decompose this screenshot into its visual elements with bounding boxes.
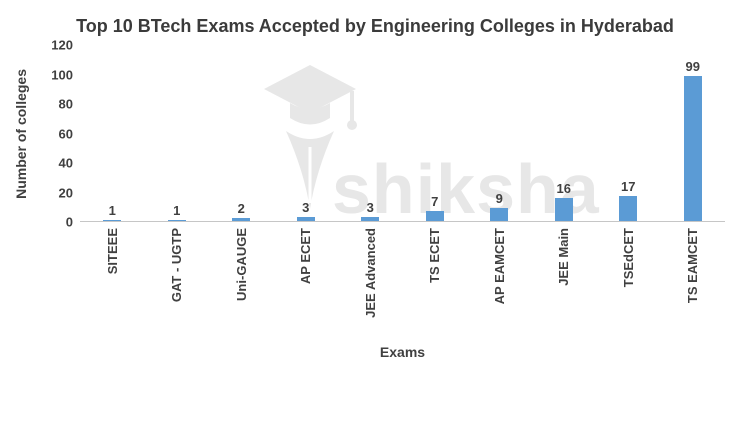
bar (167, 219, 186, 222)
y-axis-title-text: Number of colleges (13, 68, 29, 199)
y-axis-tick-labels: 0 20 40 60 80 100 120 (34, 39, 80, 229)
x-category-label: AP EAMCET (491, 228, 507, 305)
bar (619, 196, 638, 222)
x-axis-category-labels: SITEEE GAT - UGTP Uni-GAUGE AP ECET JEE Adva… (80, 228, 725, 340)
bar-group: 16 (532, 45, 597, 222)
y-tick-label: 100 (51, 67, 73, 83)
bar-value-label: 16 (556, 180, 571, 196)
bar-group: 99 (661, 45, 726, 222)
bar-value-label: 9 (495, 191, 503, 206)
bar-value-label: 1 (108, 202, 116, 218)
bar-chart: Number of colleges 0 20 40 60 80 100 120 shiks… (8, 39, 750, 361)
bar (490, 208, 509, 222)
y-axis-title: Number of colleges (8, 45, 34, 222)
bar-group: 1 (145, 45, 210, 222)
x-category-label: TS ECET (427, 228, 443, 284)
bar (296, 216, 315, 222)
bar-value-label: 17 (621, 179, 636, 195)
x-label-slot: SITEEE (80, 228, 145, 340)
plot-area: shiksha 1 1 2 3 3 7 9 16 17 99 (80, 45, 726, 224)
bar-group: 2 (209, 45, 274, 222)
bar (554, 197, 573, 222)
bar-group: 3 (274, 45, 339, 222)
x-label-slot: Uni-GAUGE (209, 228, 274, 340)
bar (683, 76, 702, 222)
y-tick-label: 20 (58, 185, 73, 201)
bar-value-label: 7 (431, 193, 439, 209)
x-category-label: Uni-GAUGE (233, 228, 249, 302)
x-label-slot: TS EAMCET (661, 228, 726, 340)
x-category-label: AP ECET (298, 228, 314, 285)
x-category-label: JEE Main (556, 228, 572, 286)
bar (232, 218, 251, 222)
x-label-slot: JEE Main (532, 228, 597, 340)
bar (361, 216, 380, 222)
x-label-slot: TS ECET (403, 228, 468, 340)
chart-title: Top 10 BTech Exams Accepted by Engineeri… (76, 16, 674, 36)
bar (103, 219, 122, 222)
bar-group: 1 (80, 45, 145, 222)
x-category-label: GAT - UGTP (169, 228, 185, 303)
bar-group: 9 (467, 45, 532, 222)
bar-value-label: 99 (685, 59, 700, 74)
x-category-label: SITEEE (104, 228, 120, 275)
bar-value-label: 2 (237, 201, 245, 217)
x-category-label: JEE Advanced (362, 228, 378, 319)
bar-group: 17 (596, 45, 661, 222)
x-label-slot: GAT - UGTP (145, 228, 210, 340)
x-label-slot: AP ECET (274, 228, 339, 340)
x-category-label: TS EAMCET (685, 228, 701, 304)
x-axis-title: Exams (379, 344, 426, 361)
x-category-label: TSEdCET (620, 228, 636, 288)
y-tick-label: 60 (58, 126, 73, 142)
bar-value-label: 3 (366, 199, 374, 215)
bar-value-label: 3 (302, 199, 310, 215)
y-tick-label: 0 (65, 214, 73, 230)
bar-group: 7 (403, 45, 468, 222)
bar (425, 210, 444, 222)
x-label-slot: TSEdCET (596, 228, 661, 340)
bar-value-label: 1 (173, 202, 181, 218)
x-label-slot: AP EAMCET (467, 228, 532, 340)
x-label-slot: JEE Advanced (338, 228, 403, 340)
y-tick-label: 40 (58, 155, 73, 171)
y-tick-label: 120 (51, 37, 73, 53)
bars-container: 1 1 2 3 3 7 9 16 17 99 (80, 45, 726, 222)
bar-group: 3 (338, 45, 403, 222)
y-tick-label: 80 (58, 96, 73, 112)
